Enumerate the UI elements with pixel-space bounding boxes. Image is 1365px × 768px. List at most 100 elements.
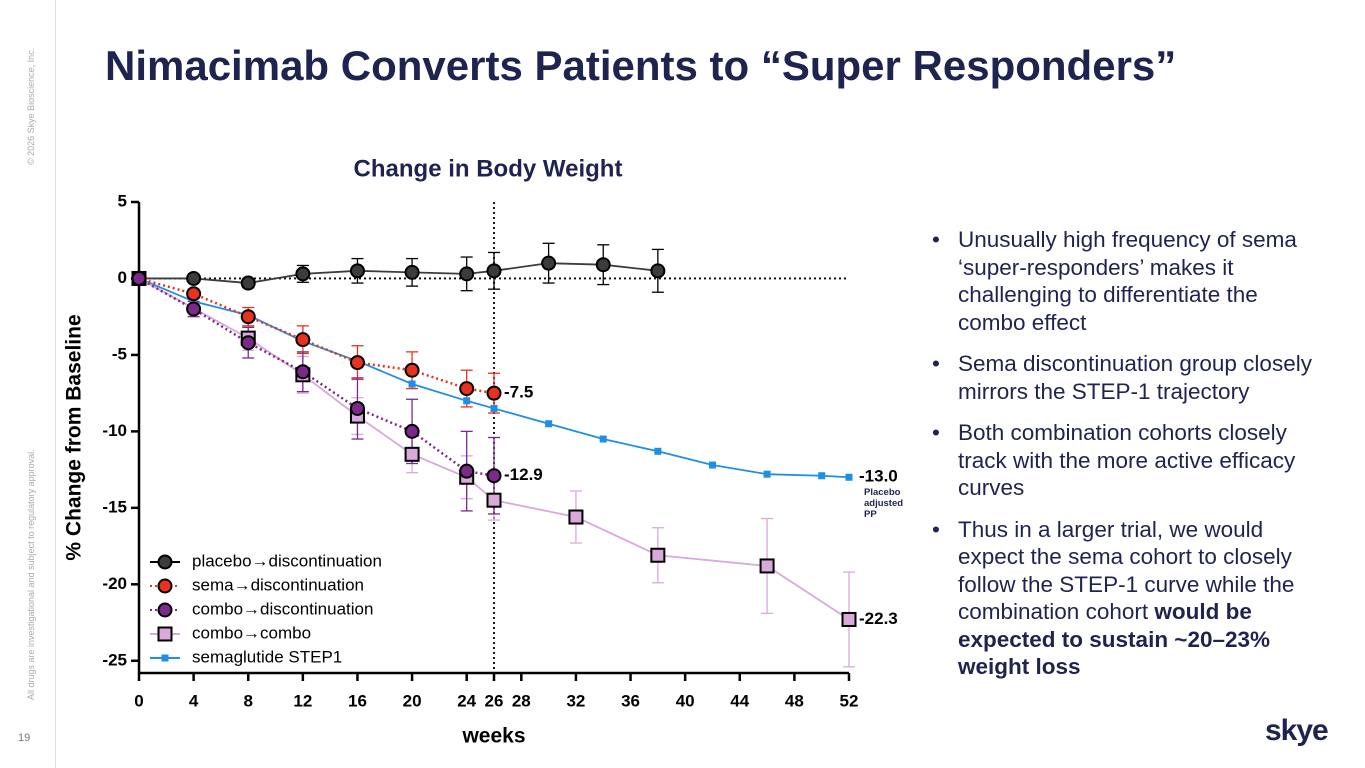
chart: Change in Body Weight weeks % Change from …: [63, 155, 898, 748]
bullet: Sema discontinuation group closely mirro…: [930, 350, 1330, 405]
marker: [186, 270, 202, 286]
legend-label: combo→discontinuation: [192, 599, 373, 618]
x-tick-label: 36: [621, 691, 640, 710]
marker: [845, 473, 853, 481]
marker: [404, 446, 420, 462]
y-tick-label: -5: [112, 344, 127, 363]
x-axis-label: weeks: [461, 725, 525, 748]
marker: [486, 385, 502, 401]
x-tick-label: 28: [512, 691, 531, 710]
marker: [349, 355, 365, 371]
marker: [349, 400, 365, 416]
bullet: Thus in a larger trial, we would expect …: [930, 516, 1330, 681]
legend-marker: [157, 626, 173, 642]
marker: [595, 257, 611, 273]
x-tick-label: 8: [243, 691, 252, 710]
bullet-bold: would be expected to sustain ~20–23% wei…: [958, 599, 1271, 679]
legend-label: placebo→discontinuation: [192, 551, 382, 570]
value-label: -7.5: [504, 383, 533, 402]
marker: [759, 558, 775, 574]
y-tick-label: 0: [118, 268, 127, 287]
legend-marker: [161, 654, 169, 662]
marker: [818, 472, 826, 480]
marker: [295, 266, 311, 282]
x-tick-label: 26: [485, 691, 504, 710]
x-tick-label: 16: [348, 691, 367, 710]
x-tick-label: 0: [134, 691, 143, 710]
x-tick-label: 44: [730, 691, 749, 710]
marker: [186, 286, 202, 302]
marker: [568, 509, 584, 525]
marker: [240, 309, 256, 325]
marker: [408, 380, 416, 388]
marker: [545, 420, 553, 428]
marker: [240, 335, 256, 351]
bullet: Unusually high frequency of sema ‘super-…: [930, 226, 1330, 336]
marker: [763, 470, 771, 478]
legend-label: combo→combo: [192, 623, 311, 642]
x-tick-label: 40: [676, 691, 695, 710]
marker: [404, 423, 420, 439]
marker: [459, 463, 475, 479]
series-line: [139, 262, 658, 284]
x-tick-label: 24: [457, 691, 476, 710]
marker: [486, 263, 502, 279]
legend-label: sema→discontinuation: [192, 575, 364, 594]
marker: [240, 275, 256, 291]
bullet-list: Unusually high frequency of sema ‘super-…: [930, 226, 1330, 695]
x-tick-label: 12: [293, 691, 312, 710]
marker: [654, 447, 662, 455]
marker: [708, 461, 716, 469]
y-tick-label: 5: [118, 191, 127, 210]
marker: [404, 362, 420, 378]
legend-entry: placebo→discontinuation: [150, 551, 382, 570]
marker: [186, 301, 202, 317]
y-axis-label: % Change from Baseline: [63, 314, 86, 560]
value-label: -13.0: [859, 467, 898, 486]
legend-marker: [157, 578, 173, 594]
legend-marker: [157, 554, 173, 570]
slide-title: Nimacimab Converts Patients to “Super Re…: [105, 42, 1177, 89]
annotation: Placebo adjusted PP: [864, 487, 904, 520]
value-label: -12.9: [504, 465, 543, 484]
bullet-text: Unusually high frequency of sema ‘super-…: [958, 227, 1297, 335]
marker: [841, 611, 857, 627]
divider: [55, 0, 56, 768]
marker: [486, 492, 502, 508]
marker: [349, 263, 365, 279]
marker: [486, 468, 502, 484]
marker: [295, 364, 311, 380]
marker: [599, 435, 607, 443]
x-tick-label: 48: [785, 691, 804, 710]
bullet: Both combination cohorts closely track w…: [930, 419, 1330, 502]
series-line: [138, 277, 495, 395]
chart-title: Change in Body Weight: [354, 155, 623, 182]
page-number: 19: [18, 732, 31, 744]
x-tick-label: 32: [566, 691, 585, 710]
marker: [295, 332, 311, 348]
series-line: [138, 277, 495, 477]
marker: [404, 264, 420, 280]
legend-entry: semaglutide STEP1: [150, 647, 342, 666]
y-tick-label: -10: [102, 421, 127, 440]
marker: [190, 297, 198, 305]
x-tick-label: 4: [189, 691, 199, 710]
marker: [131, 270, 147, 286]
logo: skye: [1265, 714, 1329, 747]
y-tick-label: -25: [102, 650, 127, 669]
y-tick-label: -15: [102, 497, 127, 516]
marker: [541, 255, 557, 271]
marker: [459, 381, 475, 397]
y-tick-label: -20: [102, 574, 127, 593]
legend-label: semaglutide STEP1: [192, 647, 342, 666]
legend-marker: [157, 602, 173, 618]
x-tick-label: 20: [403, 691, 422, 710]
marker: [463, 397, 471, 405]
bullet-text: Thus in a larger trial, we would expect …: [958, 516, 1295, 625]
legend-entry: combo→combo: [150, 623, 311, 642]
x-tick-label: 52: [840, 691, 859, 710]
marker: [490, 404, 498, 412]
marker: [459, 266, 475, 282]
marker: [650, 547, 666, 563]
